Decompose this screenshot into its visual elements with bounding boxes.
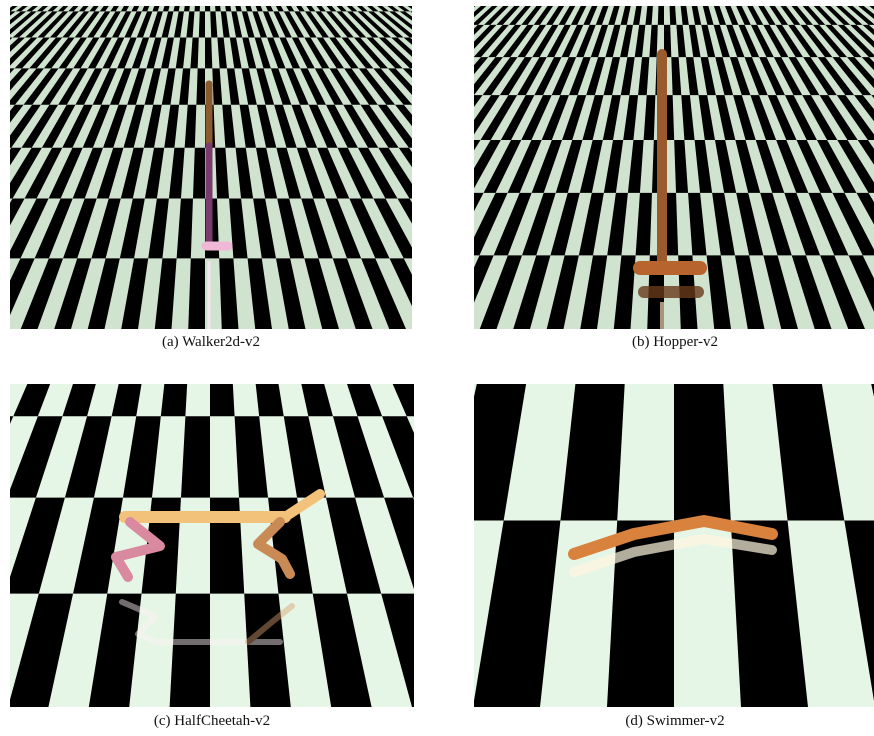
- swimmer-caption: (d) Swimmer-v2: [625, 713, 725, 729]
- halfcheetah-robot: [111, 489, 325, 645]
- hopper-robot: [633, 49, 707, 329]
- checkerboard-floor: [474, 6, 874, 329]
- walker2d-panel: [10, 6, 412, 329]
- walker2d-scene: [10, 6, 412, 329]
- walker2d-robot: [201, 80, 233, 329]
- hopper-caption: (b) Hopper-v2: [632, 334, 718, 350]
- halfcheetah-caption: (c) HalfCheetah-v2: [153, 713, 271, 729]
- walker2d-caption: (a) Walker2d-v2: [161, 334, 261, 350]
- halfcheetah-scene: [10, 384, 414, 707]
- checkerboard-floor: [10, 6, 412, 329]
- swimmer-scene: [474, 384, 874, 707]
- checkerboard-floor: [10, 384, 414, 707]
- swimmer-panel: [474, 384, 874, 707]
- halfcheetah-panel: [10, 384, 414, 707]
- swimmer-robot: [568, 515, 778, 577]
- hopper-scene: [474, 6, 874, 329]
- hopper-panel: [474, 6, 874, 329]
